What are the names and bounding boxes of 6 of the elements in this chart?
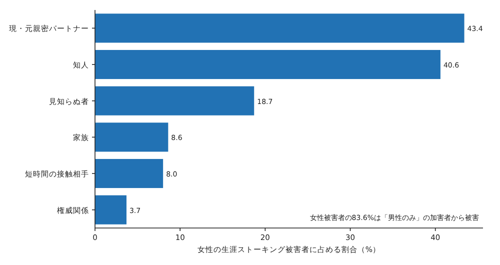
bar xyxy=(95,122,168,152)
bar xyxy=(95,158,164,188)
bar xyxy=(95,14,464,43)
bar xyxy=(95,195,126,224)
bar xyxy=(95,50,440,80)
bar xyxy=(95,86,254,116)
